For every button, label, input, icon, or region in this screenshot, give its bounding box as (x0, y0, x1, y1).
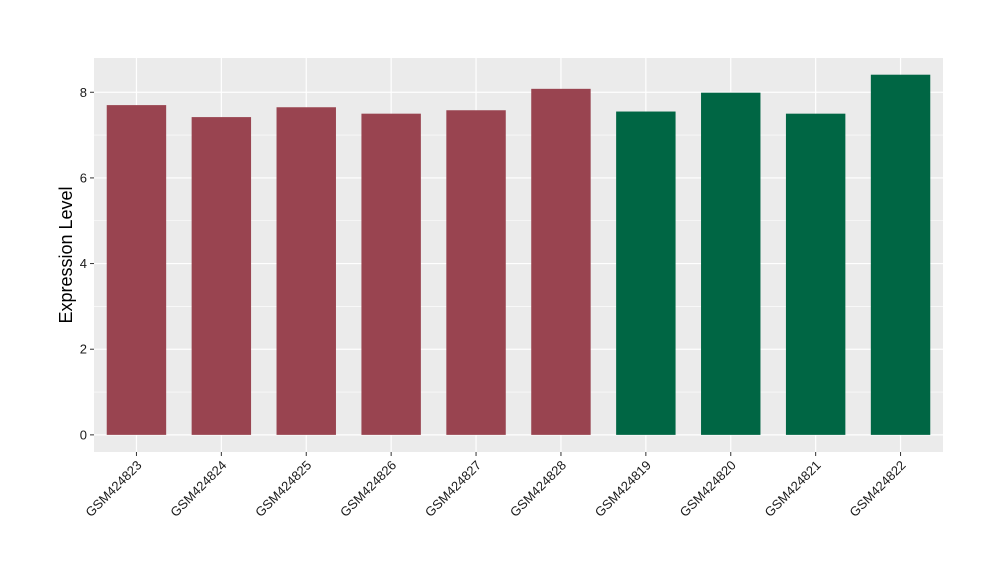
bar-gsm424821 (785, 113, 846, 435)
y-axis: 0 2 4 6 8 (80, 85, 94, 442)
x-tick-label: GSM424820 (677, 458, 739, 520)
bar-gsm424828 (531, 88, 591, 435)
bar-gsm424820 (701, 92, 761, 435)
bar-gsm424819 (616, 111, 676, 435)
bar-gsm424823 (106, 105, 167, 435)
bar-gsm424822 (870, 74, 931, 435)
x-tick-label: GSM424822 (846, 458, 908, 520)
x-tick-label: GSM424825 (252, 458, 314, 520)
bar-gsm424827 (446, 110, 506, 435)
x-tick-label: GSM424827 (422, 458, 484, 520)
y-tick-label: 8 (80, 85, 87, 100)
x-tick-label: GSM424823 (82, 458, 144, 520)
bar-gsm424824 (191, 117, 252, 435)
y-tick-label: 0 (80, 427, 87, 442)
x-tick-label: GSM424819 (592, 458, 654, 520)
bar-gsm424825 (276, 107, 336, 435)
x-tick-label: GSM424826 (337, 458, 399, 520)
bar-gsm424826 (361, 113, 421, 435)
y-tick-label: 4 (80, 256, 87, 271)
y-tick-label: 2 (80, 342, 87, 357)
y-axis-title: Expression Level (56, 186, 76, 323)
x-tick-label: GSM424824 (167, 458, 229, 520)
x-tick-label: GSM424821 (762, 458, 824, 520)
x-axis: GSM424823 GSM424824 GSM424825 GSM424826 GSM4… (82, 452, 909, 520)
y-tick-label: 6 (80, 170, 87, 185)
x-tick-label: GSM424828 (507, 458, 569, 520)
bars (106, 74, 931, 435)
